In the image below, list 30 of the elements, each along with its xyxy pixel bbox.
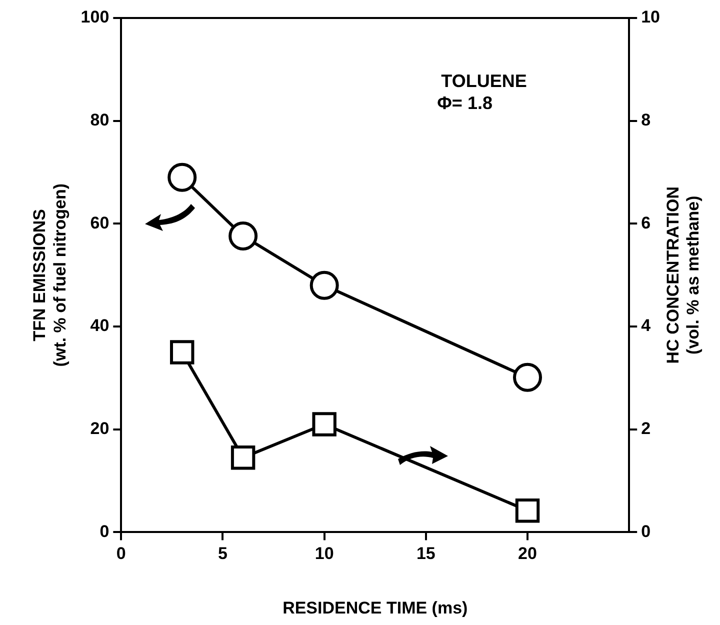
point <box>228 222 258 251</box>
point <box>170 340 194 364</box>
x-tick-label: 20 <box>518 544 537 564</box>
y-tick-label: 100 <box>80 8 110 27</box>
y-tick-label: 0 <box>100 522 110 541</box>
y2-axis-title: HC CONCENTRATION (vol. % as methane) <box>664 186 703 364</box>
y-axis-title: TFN EMISSIONS (wt. % of fuel nitrogen) <box>30 184 70 367</box>
y-tick-label: 60 <box>90 213 110 232</box>
x-tick-label: 15 <box>416 544 436 564</box>
annotation: Φ= 1.8 <box>437 92 492 113</box>
point <box>515 498 540 523</box>
annotation: TOLUENE <box>441 70 527 91</box>
y2-tick-label: 2 <box>641 419 651 438</box>
y2-tick-label: 0 <box>641 522 651 541</box>
point <box>310 270 339 300</box>
y-tick-label: 80 <box>90 110 110 130</box>
x-axis-title: RESIDENCE TIME (ms) <box>282 598 468 618</box>
y2-tick-label: 10 <box>641 8 660 27</box>
point <box>312 412 336 436</box>
point <box>168 162 197 192</box>
point <box>513 362 542 392</box>
x-tick-label: 5 <box>218 544 228 564</box>
x-tick-label: 0 <box>116 544 126 564</box>
x-tick-label: 10 <box>314 544 334 564</box>
y2-tick-label: 8 <box>641 110 651 130</box>
point <box>230 446 256 470</box>
y2-tick-label: 4 <box>641 316 652 336</box>
y-tick-label: 40 <box>90 316 110 336</box>
y-tick-label: 20 <box>90 419 110 438</box>
y2-tick-label: 6 <box>641 213 651 232</box>
